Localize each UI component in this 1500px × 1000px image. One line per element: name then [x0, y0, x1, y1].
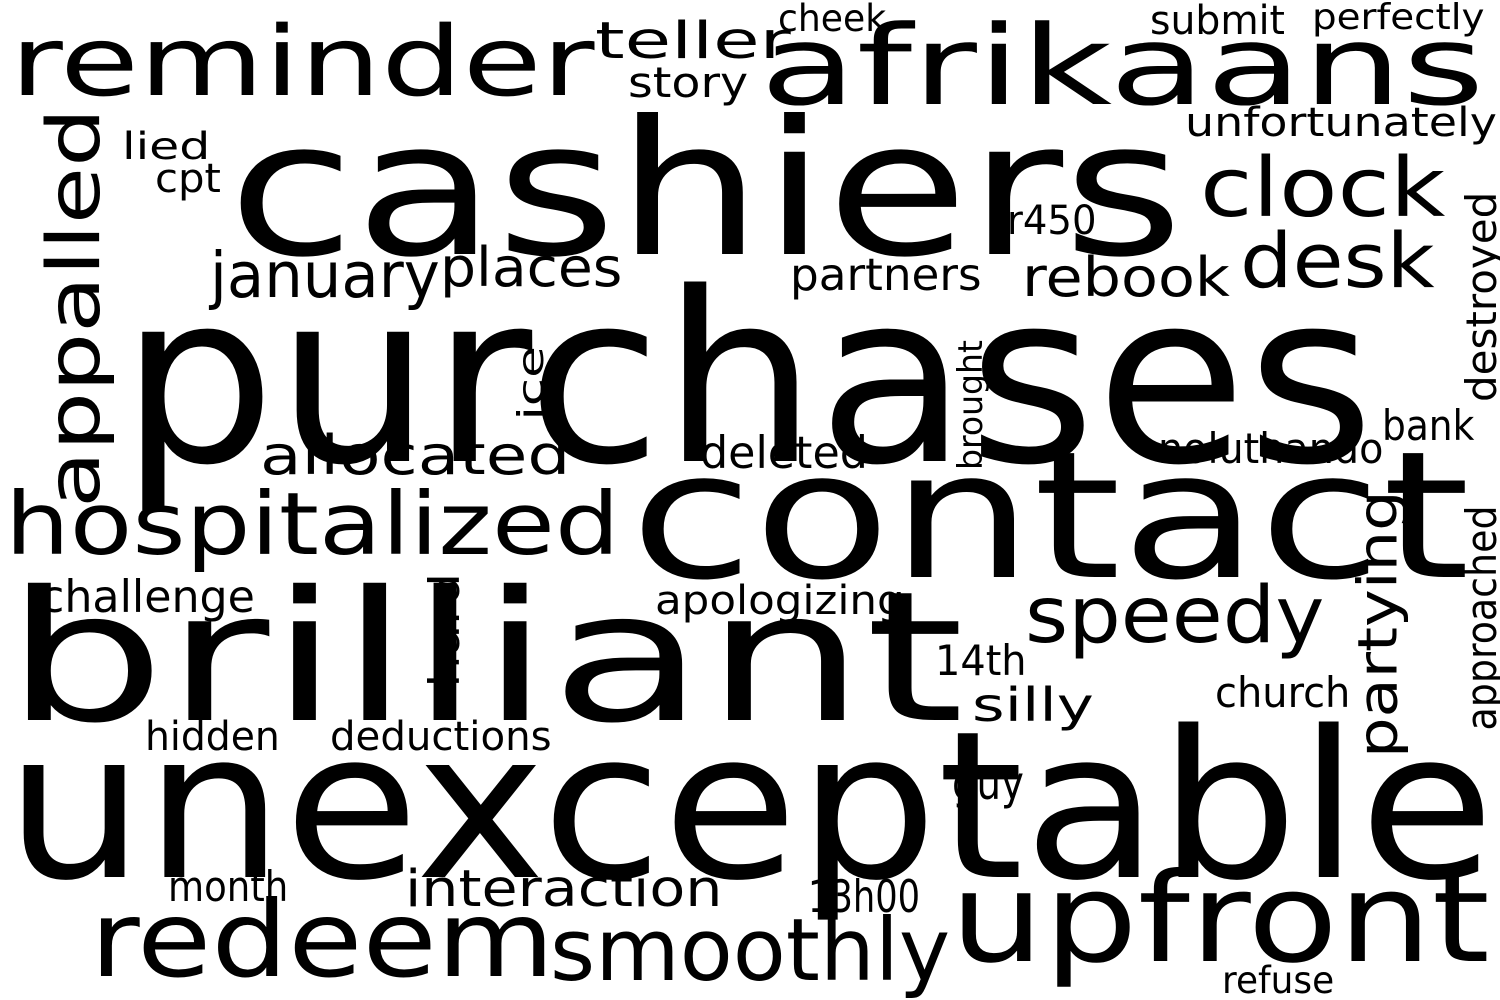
word-apologizing: apologizing — [655, 578, 905, 624]
word-lied: lied — [122, 124, 211, 168]
word-13h00: 13h00 — [808, 872, 921, 923]
word-ice: ice — [511, 345, 552, 420]
word-cashiers: cashiers — [228, 82, 1184, 299]
word-upfront: upfront — [950, 847, 1490, 991]
word-january: january — [210, 239, 440, 312]
word-deductions: deductions — [330, 714, 552, 760]
word-allocated: allocated — [260, 423, 571, 487]
word-destroyed: destroyed — [1457, 191, 1500, 402]
word-brought: brought — [951, 340, 990, 470]
word-redeem: redeem — [90, 879, 555, 1000]
word-cheek: cheek — [778, 0, 887, 40]
word-speedy: speedy — [1025, 569, 1325, 661]
word-hard: hard — [420, 572, 469, 687]
word-smoothly: smoothly — [550, 901, 951, 1000]
word-hospitalized: hospitalized — [5, 475, 620, 575]
word-places: places — [440, 235, 623, 299]
word-14th: 14th — [935, 636, 1027, 685]
word-perfectly: perfectly — [1312, 0, 1485, 38]
word-reminder: reminder — [10, 5, 595, 118]
word-r450: r450 — [1007, 198, 1097, 244]
word-church: church — [1215, 668, 1351, 717]
word-appalled: appalled — [32, 107, 117, 508]
word-noluthando: noluthando — [1158, 424, 1384, 473]
word-desk: desk — [1240, 217, 1435, 305]
word-refuse: refuse — [1222, 958, 1335, 1000]
word-deleted: deleted — [700, 428, 868, 479]
word-hidden: hidden — [145, 714, 280, 760]
word-clock: clock — [1200, 141, 1446, 236]
word-contact: contact — [630, 413, 1471, 619]
word-cpt: cpt — [155, 156, 221, 202]
word-unexceptable: unexceptable — [5, 688, 1495, 926]
word-guy: guy — [952, 756, 1024, 810]
word-story: story — [628, 58, 749, 107]
word-silly: silly — [972, 678, 1094, 732]
word-purchases: purchases — [120, 242, 1375, 517]
word-rebook: rebook — [1022, 245, 1230, 309]
word-brilliant: brilliant — [5, 552, 965, 763]
word-challenge: challenge — [40, 572, 255, 623]
word-unfortunately: unfortunately — [1185, 100, 1497, 146]
word-partying: partying — [1345, 490, 1410, 758]
word-approached: approached — [1457, 504, 1500, 730]
word-submit: submit — [1150, 0, 1285, 44]
word-partners: partners — [790, 250, 982, 301]
word-teller: teller — [595, 11, 791, 70]
word-afrikaans: afrikaans — [760, 3, 1485, 131]
word-bank: bank — [1382, 401, 1475, 450]
word-interaction: interaction — [405, 859, 723, 918]
word-month: month — [168, 862, 289, 911]
